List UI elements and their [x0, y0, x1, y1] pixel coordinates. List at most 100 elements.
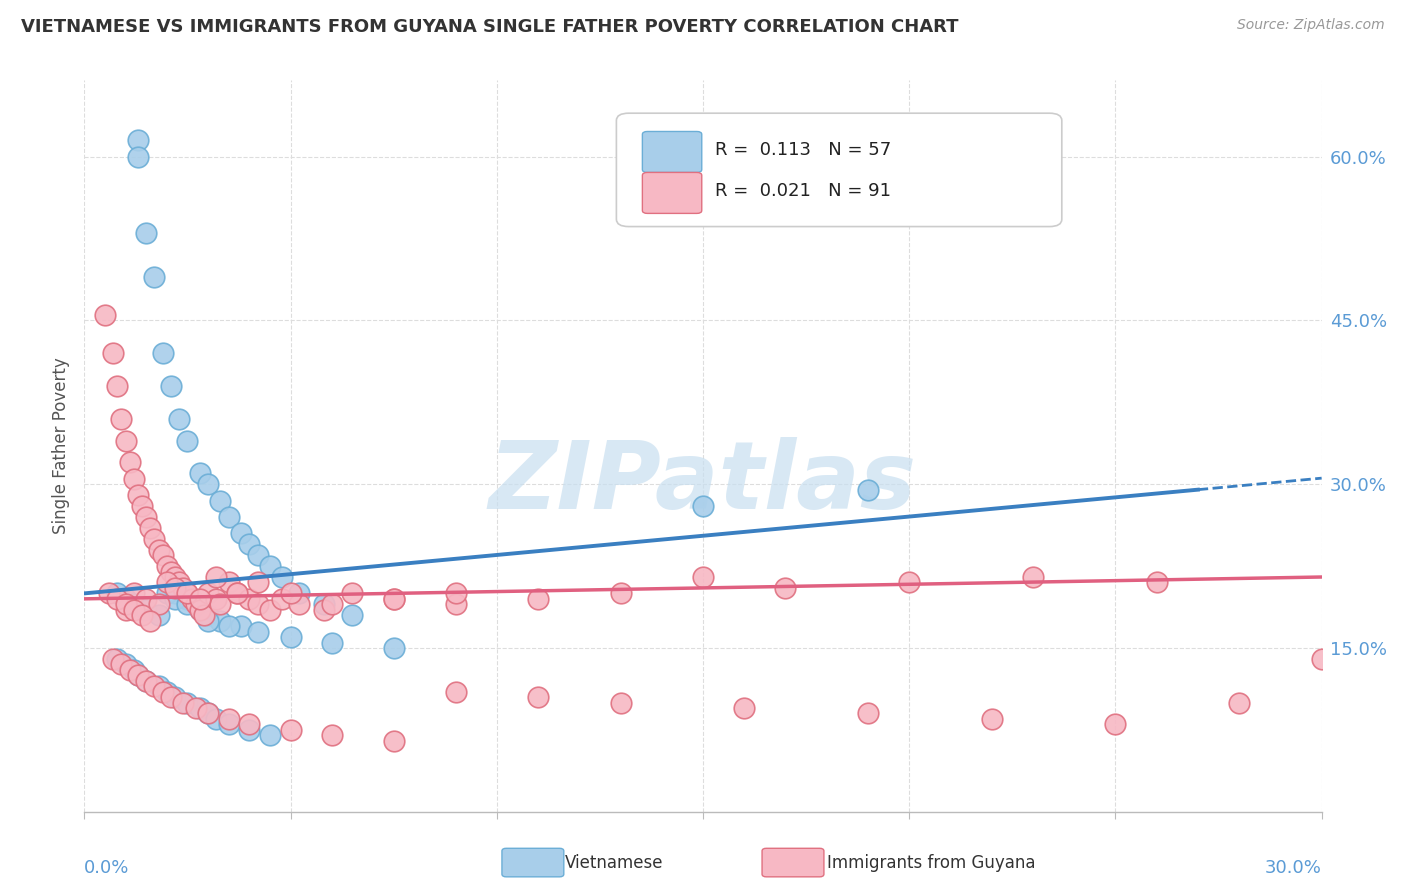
Point: [197, 477, 219, 491]
Point: [156, 559, 179, 574]
Point: [609, 696, 631, 710]
Point: [444, 597, 467, 611]
Point: [229, 619, 252, 633]
Point: [165, 581, 187, 595]
Point: [176, 586, 198, 600]
Point: [148, 608, 170, 623]
Point: [246, 575, 269, 590]
Point: [229, 526, 252, 541]
Point: [176, 591, 198, 606]
Point: [238, 537, 260, 551]
Point: [135, 673, 157, 688]
Point: [156, 575, 179, 590]
Point: [176, 597, 198, 611]
Point: [118, 663, 141, 677]
Point: [226, 586, 249, 600]
Point: [131, 499, 153, 513]
Point: [609, 586, 631, 600]
Point: [135, 673, 157, 688]
Point: [980, 712, 1002, 726]
Point: [105, 591, 128, 606]
Point: [110, 411, 132, 425]
Point: [259, 559, 281, 574]
Point: [122, 586, 145, 600]
Point: [165, 690, 187, 704]
Point: [167, 575, 190, 590]
Point: [135, 510, 157, 524]
Point: [176, 434, 198, 448]
FancyBboxPatch shape: [643, 131, 702, 172]
Point: [288, 586, 311, 600]
Point: [271, 570, 294, 584]
Point: [188, 603, 211, 617]
Point: [898, 575, 921, 590]
Point: [856, 483, 879, 497]
Point: [127, 150, 149, 164]
Point: [193, 608, 215, 623]
Point: [218, 712, 240, 726]
Point: [209, 493, 232, 508]
Point: [114, 603, 136, 617]
Point: [209, 597, 232, 611]
Point: [1146, 575, 1168, 590]
Point: [775, 581, 797, 595]
Point: [197, 614, 219, 628]
Point: [205, 712, 228, 726]
Point: [692, 499, 714, 513]
Point: [280, 586, 302, 600]
Point: [312, 603, 335, 617]
Point: [148, 542, 170, 557]
Point: [205, 591, 228, 606]
Point: [165, 586, 187, 600]
Point: [188, 591, 211, 606]
Point: [127, 488, 149, 502]
Point: [122, 597, 145, 611]
Point: [160, 690, 183, 704]
Point: [238, 723, 260, 737]
Text: R =  0.021   N = 91: R = 0.021 N = 91: [716, 183, 891, 201]
Point: [246, 548, 269, 562]
Point: [114, 657, 136, 672]
Point: [197, 706, 219, 721]
Point: [218, 619, 240, 633]
Point: [184, 701, 207, 715]
Point: [188, 603, 211, 617]
Point: [259, 603, 281, 617]
Point: [184, 597, 207, 611]
Text: 30.0%: 30.0%: [1265, 859, 1322, 877]
Point: [114, 434, 136, 448]
Point: [342, 586, 364, 600]
Point: [856, 706, 879, 721]
Point: [218, 510, 240, 524]
Point: [105, 379, 128, 393]
Point: [122, 472, 145, 486]
Point: [131, 608, 153, 623]
Point: [135, 603, 157, 617]
Point: [156, 684, 179, 698]
Point: [382, 640, 405, 655]
FancyBboxPatch shape: [616, 113, 1062, 227]
Point: [139, 521, 162, 535]
Point: [382, 733, 405, 747]
Point: [176, 696, 198, 710]
Point: [1227, 696, 1250, 710]
Text: Vietnamese: Vietnamese: [565, 855, 664, 872]
Point: [188, 701, 211, 715]
Point: [288, 597, 311, 611]
Point: [139, 614, 162, 628]
Point: [218, 717, 240, 731]
Text: 0.0%: 0.0%: [84, 859, 129, 877]
Point: [321, 728, 343, 742]
Point: [692, 570, 714, 584]
Point: [122, 603, 145, 617]
Text: Source: ZipAtlas.com: Source: ZipAtlas.com: [1237, 18, 1385, 32]
Point: [143, 269, 166, 284]
Text: R =  0.113   N = 57: R = 0.113 N = 57: [716, 141, 891, 159]
Point: [382, 591, 405, 606]
Point: [271, 591, 294, 606]
Point: [127, 133, 149, 147]
Text: ZIPatlas: ZIPatlas: [489, 436, 917, 529]
Point: [246, 597, 269, 611]
Point: [238, 717, 260, 731]
Point: [105, 586, 128, 600]
